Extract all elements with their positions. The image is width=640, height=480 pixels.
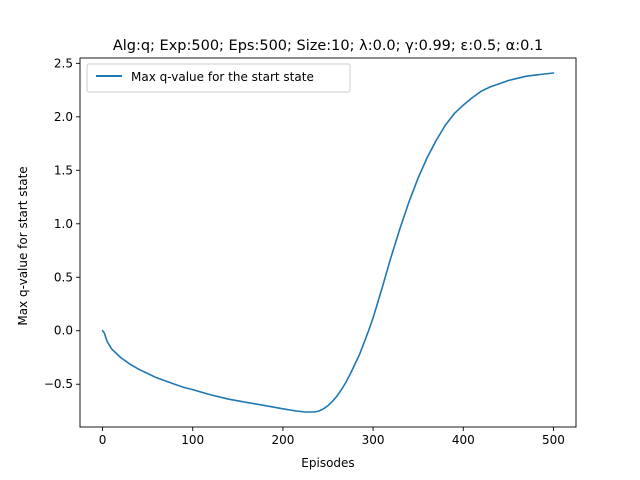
x-tick-label: 400 <box>452 433 475 447</box>
axis-ticks: 0 100 200 300 400 500 −0.5 0.0 0.5 1.0 1.5 2.0 2.5 <box>44 56 565 447</box>
legend-box <box>86 63 351 93</box>
y-tick-label: 2.5 <box>54 56 73 70</box>
x-tick-label: 0 <box>99 433 107 447</box>
y-tick-label: 0.0 <box>54 324 73 338</box>
y-tick-label: 1.0 <box>54 217 73 231</box>
x-tick-label: 300 <box>362 433 385 447</box>
x-tick-label: 100 <box>181 433 204 447</box>
series-line-0 <box>101 72 555 413</box>
x-tick-label: 500 <box>542 433 565 447</box>
chart-title: Alg:q; Exp:500; Eps:500; Size:10; λ:0.0;… <box>113 38 543 54</box>
y-tick-label: 2.0 <box>54 110 73 124</box>
x-axis-label: Episodes <box>301 456 354 470</box>
legend: Max q-value for the start state <box>86 63 351 93</box>
x-tick-label: 200 <box>271 433 294 447</box>
y-tick-label: 1.5 <box>54 163 73 177</box>
axes-frame <box>79 57 577 428</box>
y-tick-label: −0.5 <box>44 377 73 391</box>
y-axis-label: Max q-value for start state <box>16 166 30 325</box>
y-tick-label: 0.5 <box>54 270 73 284</box>
plot-area <box>79 57 577 428</box>
legend-entry-label: Max q-value for the start state <box>131 70 314 84</box>
